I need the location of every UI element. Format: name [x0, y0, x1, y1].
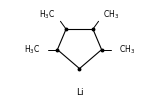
Text: CH$_3$: CH$_3$ [119, 43, 135, 56]
Text: CH$_3$: CH$_3$ [103, 9, 119, 21]
Text: Li: Li [76, 88, 83, 97]
Text: H$_3$C: H$_3$C [39, 9, 56, 21]
Text: H$_3$C: H$_3$C [24, 43, 40, 56]
